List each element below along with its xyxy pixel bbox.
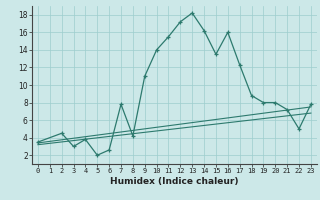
X-axis label: Humidex (Indice chaleur): Humidex (Indice chaleur): [110, 177, 239, 186]
